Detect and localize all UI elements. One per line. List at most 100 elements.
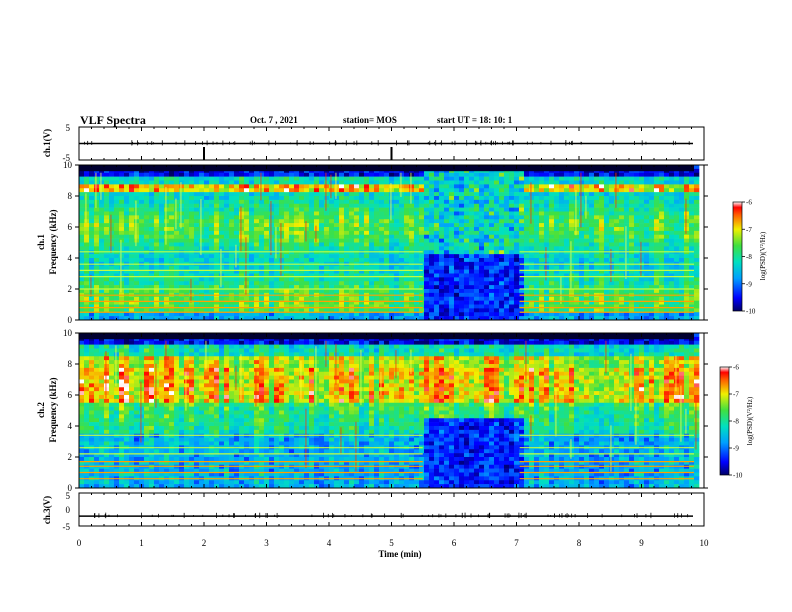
spec-cell (294, 238, 300, 243)
spec-cell (229, 312, 235, 317)
spec-cell (614, 246, 620, 251)
spec-cell (259, 176, 265, 181)
spec-cell (574, 196, 580, 201)
spec-cell (89, 192, 95, 197)
spec-cell (304, 172, 310, 177)
spec-cell (414, 269, 420, 274)
spec-cell (444, 230, 450, 236)
spec-cell (214, 207, 220, 212)
spec-cell (279, 300, 285, 305)
spec-cell (604, 254, 610, 259)
spec-cell (624, 254, 630, 259)
spec-cell (424, 199, 430, 205)
spec-cell (289, 296, 295, 301)
spec-cell (184, 223, 190, 228)
spec-cell (529, 300, 535, 305)
spec-cell (609, 215, 615, 220)
spec-cell (529, 273, 535, 278)
spec-cell (659, 180, 665, 185)
spec-streak (260, 172, 262, 201)
spec-cell (449, 180, 455, 185)
spec-cell (669, 199, 675, 205)
spec-cell (389, 289, 395, 294)
spec-cell (479, 289, 485, 294)
spec-cell (119, 192, 125, 197)
spec-cell (384, 296, 390, 301)
spec-cell (349, 215, 355, 220)
spec-cell (299, 227, 305, 232)
spec-cell (494, 215, 500, 220)
spec-cell (94, 304, 100, 309)
spec-cell (194, 196, 200, 201)
spec-cell (489, 172, 495, 177)
spec-cell (514, 254, 520, 259)
spec-cell (419, 269, 425, 274)
spec-cell (354, 300, 360, 305)
spec-cell (149, 223, 155, 228)
spec-cell (539, 230, 545, 236)
spec-cell (454, 292, 460, 298)
spec-cell (639, 184, 645, 189)
spec-cell (659, 246, 665, 251)
spec-cell (479, 196, 485, 201)
spec-cell (379, 258, 385, 263)
spec-cell (134, 230, 140, 236)
spec-cell (224, 246, 230, 251)
spec-cell (519, 172, 525, 177)
spec-cell (564, 199, 570, 205)
spec-cell (174, 312, 180, 317)
spec-cell (534, 246, 540, 251)
spec-cell (654, 258, 660, 263)
spec-cell (434, 203, 440, 208)
spec-cell (209, 211, 215, 216)
spec-cell (274, 296, 280, 301)
spec-cell (329, 196, 335, 201)
spec-cell (564, 215, 570, 220)
spec-cell (409, 308, 415, 313)
spec-cell (124, 203, 130, 208)
spec-cell (549, 227, 555, 232)
spec-cell (279, 180, 285, 185)
spec-cell (584, 234, 590, 239)
spec-cell (539, 196, 545, 201)
spec-cell (164, 238, 170, 243)
spec-cell (509, 246, 515, 251)
spec-cell (419, 289, 425, 294)
spec-cell (374, 277, 380, 282)
spec-cell (454, 238, 460, 243)
spec-cell (514, 188, 520, 193)
spec-cell (489, 199, 495, 205)
spec-cell (254, 188, 260, 193)
spec-cell (444, 254, 450, 259)
spec-cell (244, 180, 250, 185)
spec-cell (279, 234, 285, 239)
spec-cell (144, 269, 150, 274)
spec-cell (229, 269, 235, 274)
spec-cell (204, 180, 210, 185)
spec-cell (149, 230, 155, 236)
spec-cell (484, 211, 490, 216)
spec-cell (594, 258, 600, 263)
spec-cell (354, 184, 360, 189)
spec-cell (514, 250, 520, 255)
spec-cell (264, 196, 270, 201)
spec-cell (84, 188, 90, 193)
spec-cell (154, 219, 160, 224)
spec-cell (549, 296, 555, 301)
spec-cell (329, 199, 335, 205)
spec-cell (424, 215, 430, 220)
spec-cell (304, 289, 310, 294)
spec-cell (104, 300, 110, 305)
spec-cell (359, 296, 365, 301)
spec-cell (389, 230, 395, 236)
spec-cell (329, 308, 335, 313)
spec-cell (104, 192, 110, 197)
spec-cell (574, 172, 580, 177)
spec-cell (359, 219, 365, 224)
spec-cell (499, 180, 505, 185)
spec-cell (469, 296, 475, 301)
spec-cell (219, 203, 225, 208)
spec-cell (214, 254, 220, 259)
spec-cell (519, 273, 525, 278)
spec-cell (339, 188, 345, 193)
